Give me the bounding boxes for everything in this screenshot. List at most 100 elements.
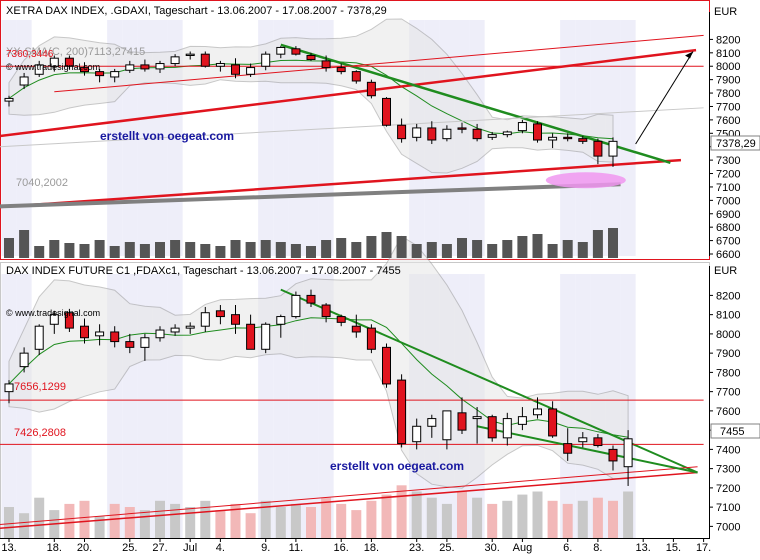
top-volume-bar [306, 246, 316, 258]
top-candle-body [578, 138, 588, 142]
x-tick-label: 15. [666, 542, 681, 554]
bottom-volume-bar [351, 510, 362, 538]
bottom-header: DAX INDEX FUTURE C1 ,FDAXc1, Tageschart … [6, 265, 401, 277]
x-tick-label: 18. [364, 542, 379, 554]
top-y-tick-label: 7300 [716, 155, 740, 167]
bottom-candle-body [366, 327, 376, 350]
top-y-tick-label: 6700 [716, 236, 740, 248]
top-highlight-ellipse [545, 172, 626, 189]
bottom-y-tick-label: 8200 [716, 290, 740, 302]
bottom-hline2-label: 7426,2808 [14, 427, 66, 439]
top-volume-bar [139, 244, 150, 258]
bottom-volume-bar [411, 491, 422, 538]
top-downtrend-line [280, 43, 671, 164]
top-gray-channel [0, 107, 704, 148]
x-tick-label: 6. [563, 542, 572, 554]
top-volume-bar [577, 242, 588, 258]
bottom-y-tick-label: 7100 [716, 502, 740, 514]
bottom-volume-bar [336, 503, 347, 538]
top-y-tick-label: 7100 [716, 182, 740, 194]
top-candle-body [49, 57, 59, 67]
bottom-volume-bar [366, 500, 377, 538]
top-y-tick-label: 8000 [716, 61, 740, 73]
top-channel-line [54, 34, 704, 93]
top-candle-body [487, 134, 497, 138]
top-candle-body [593, 140, 603, 157]
top-candle-body [80, 67, 89, 73]
bottom-credit: erstellt von oegeat.com [330, 459, 464, 473]
bottom-candle-body [351, 325, 361, 333]
bottom-volume-bar [562, 503, 573, 538]
bottom-candle-body [125, 341, 135, 348]
top-volume-bar [381, 232, 392, 258]
top-header: XETRA DAX INDEX, .GDAXI, Tageschart - 13… [6, 5, 387, 17]
top-candle-body [261, 53, 271, 67]
bottom-support-trend [476, 425, 698, 474]
bottom-candle-body [110, 331, 120, 343]
bottom-y-tick-label: 7300 [716, 464, 740, 476]
top-bb-label: XX-SMA(C, 200)7113,27415 [6, 46, 145, 58]
top-volume-bar [19, 230, 30, 258]
top-volume-bar [608, 228, 618, 258]
bottom-volume-bar [502, 500, 513, 538]
top-volume-bar [502, 240, 513, 258]
bottom-candle-body [593, 437, 603, 447]
bottom-volume-bar [592, 497, 603, 538]
bottom-volume-bar [230, 503, 241, 538]
top-last-value-box [710, 135, 760, 151]
top-candle-body [140, 64, 150, 70]
bottom-volume-bar [185, 507, 196, 538]
top-volume-bar [94, 240, 105, 258]
top-volume-bar [49, 240, 60, 258]
bottom-candle-body [457, 412, 467, 431]
x-tick-label: 30. [485, 542, 500, 554]
top-volume-bar [351, 242, 362, 258]
top-candle-body [321, 60, 331, 69]
bottom-candle-body [336, 316, 346, 323]
bottom-y-tick-label: 7800 [716, 367, 740, 379]
top-candle-body [200, 53, 210, 67]
top-volume-bar [457, 238, 467, 258]
bottom-volume-bar [608, 500, 618, 538]
top-y-tick-label: 7200 [716, 169, 740, 181]
top-volume-bar [155, 242, 165, 258]
bottom-volume-bar [321, 497, 332, 538]
bottom-volume-bar [487, 503, 498, 538]
top-shade-col [620, 20, 636, 256]
bottom-y-tick-label: 7600 [716, 406, 740, 418]
top-y-tick-label: 8100 [716, 48, 740, 60]
top-candle-body [34, 64, 44, 75]
bottom-volume-bar [109, 503, 120, 538]
bottom-hline1-label: 7656,1299 [14, 381, 66, 393]
x-tick-label: 17. [696, 542, 711, 554]
bottom-volume-bar [245, 513, 256, 538]
top-candle-body [306, 55, 316, 61]
bottom-candle-body [563, 443, 573, 454]
bottom-candle-body [170, 327, 180, 333]
bottom-candle-body [412, 425, 422, 443]
top-y-tick-label: 7600 [716, 115, 740, 127]
top-volume-bar [185, 242, 196, 258]
top-volume-bar [411, 244, 422, 258]
bottom-candle-body [533, 408, 542, 416]
bottom-volume-bar [79, 500, 90, 538]
bottom-candle-body [49, 314, 59, 325]
bottom-volume-bar [200, 500, 211, 538]
top-volume-bar [366, 236, 377, 258]
top-credit: erstellt von oegeat.com [100, 129, 234, 143]
top-candle-body [246, 67, 256, 75]
top-volume-bar [245, 242, 256, 258]
bottom-volume-bar [124, 507, 135, 538]
bottom-volume-bar [155, 500, 165, 538]
top-volume-bar [275, 242, 286, 258]
bottom-candle-body [231, 314, 240, 325]
top-candle-body [608, 140, 618, 157]
x-tick-label: 23. [409, 542, 424, 554]
bottom-volume-bar [532, 491, 543, 538]
bottom-candle-body [442, 410, 452, 441]
bottom-last-value: 7455 [720, 426, 744, 438]
top-y-tick-label: 6900 [716, 209, 740, 221]
bottom-candle-body [306, 294, 316, 304]
top-target-arrow-line [635, 51, 694, 145]
bottom-volume-bar [170, 503, 181, 538]
